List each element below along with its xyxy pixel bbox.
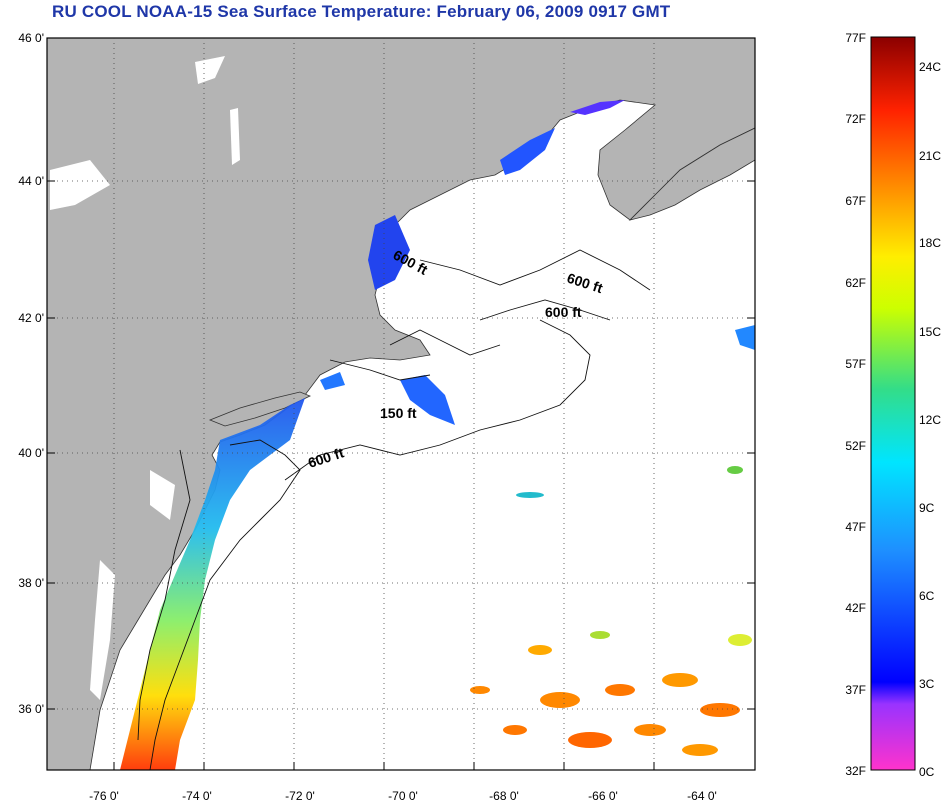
- map-title: RU COOL NOAA-15 Sea Surface Temperature:…: [52, 2, 671, 21]
- colorbar-f-label: 37F: [845, 683, 866, 697]
- colorbar-f-label: 67F: [845, 194, 866, 208]
- isobath-contours: [137, 249, 651, 770]
- sst-patch: [500, 128, 555, 175]
- colorbar-f-label: 62F: [845, 276, 866, 290]
- lat-label: 38 0': [18, 576, 44, 590]
- contour-label: 600 ft: [545, 304, 582, 320]
- colorbar-f-label: 47F: [845, 520, 866, 534]
- sst-shelf-water: [120, 398, 305, 770]
- sst-patch: [320, 372, 345, 390]
- map-frame: [46, 37, 756, 771]
- colorbar-f-label: 57F: [845, 357, 866, 371]
- colorbar-c-label: 3C: [919, 677, 935, 691]
- land-nova-scotia: [628, 127, 755, 221]
- lat-label: 42 0': [18, 311, 44, 325]
- lake: [50, 160, 110, 210]
- colorbar-f-label: 77F: [845, 31, 866, 45]
- land-long-island: [208, 391, 311, 427]
- lat-label: 46 0': [18, 31, 44, 45]
- colorbar-c-label: 18C: [919, 236, 941, 250]
- delaware-bay: [150, 470, 175, 520]
- colorbar-c-label: 9C: [919, 501, 935, 515]
- axis-ticks: [47, 37, 755, 770]
- colorbar-f-label: 32F: [845, 764, 866, 778]
- colorbar-f-label: 52F: [845, 439, 866, 453]
- lon-label: -66 0': [588, 789, 618, 803]
- lake: [195, 56, 225, 84]
- contour-label: 150 ft: [380, 405, 417, 421]
- colorbar-f-label: 72F: [845, 112, 866, 126]
- colorbar-c-label: 21C: [919, 149, 941, 163]
- sst-patch: [735, 325, 755, 350]
- lat-label: 44 0': [18, 174, 44, 188]
- lon-label: -64 0': [687, 789, 717, 803]
- colorbar-c-label: 0C: [919, 765, 935, 779]
- sst-patch: [570, 100, 625, 115]
- temperature-colorbar: [870, 36, 916, 771]
- lon-label: -74 0': [182, 789, 212, 803]
- lat-label: 40 0': [18, 446, 44, 460]
- sst-patch: [368, 215, 410, 290]
- lon-label: -68 0': [489, 789, 519, 803]
- graticule: [47, 38, 755, 770]
- lat-label: 36 0': [18, 702, 44, 716]
- sst-patch: [400, 375, 455, 425]
- sst-offshore-patches: [470, 466, 752, 756]
- lon-label: -72 0': [285, 789, 315, 803]
- land-mainland: [47, 38, 755, 770]
- colorbar-c-label: 15C: [919, 325, 941, 339]
- colorbar-c-label: 12C: [919, 413, 941, 427]
- lon-label: -76 0': [89, 789, 119, 803]
- chesapeake-bay: [90, 560, 115, 700]
- colorbar-c-label: 6C: [919, 589, 935, 603]
- lon-label: -70 0': [388, 789, 418, 803]
- colorbar-c-label: 24C: [919, 60, 941, 74]
- lake: [230, 108, 240, 165]
- colorbar-f-label: 42F: [845, 601, 866, 615]
